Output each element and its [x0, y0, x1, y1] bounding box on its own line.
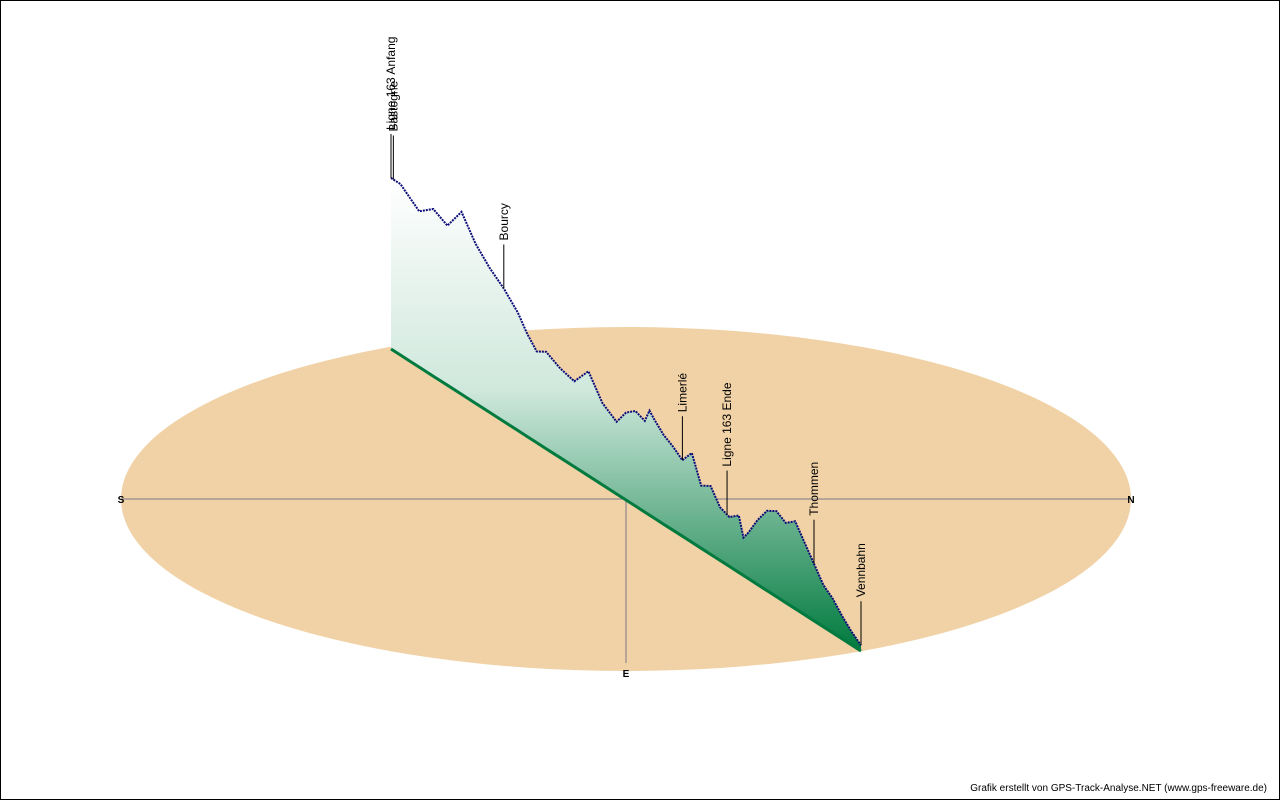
elevation-track-line [390, 177, 862, 646]
east-label: E [623, 669, 630, 680]
waypoint-label: Ligne 163 Anfang [384, 37, 398, 130]
waypoint-label: Thommen [807, 462, 821, 516]
waypoint-label: Vennbahn [854, 543, 868, 597]
waypoint-label: Ligne 163 Ende [720, 382, 734, 466]
south-label: S [118, 495, 125, 506]
elevation-curtain [391, 178, 861, 651]
credit-text: Grafik erstellt von GPS-Track-Analyse.NE… [970, 783, 1267, 794]
waypoint-label: Bastogne [386, 80, 400, 131]
waypoint-label: Limerlé [675, 373, 689, 413]
north-label: N [1127, 495, 1134, 506]
ground-track-line [390, 347, 862, 653]
elevation-profile [390, 177, 862, 653]
waypoint-label: Bourcy [497, 203, 511, 240]
